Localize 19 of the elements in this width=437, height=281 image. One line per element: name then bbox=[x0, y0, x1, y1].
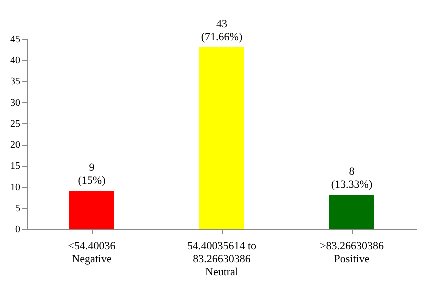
y-tick-label: 25 bbox=[10, 118, 20, 130]
y-tick-label: 40 bbox=[10, 56, 20, 67]
x-tick-label: 54.40035614 to 83.26630386 Neutral bbox=[187, 240, 258, 278]
data-label: 9 (15%) bbox=[78, 162, 106, 187]
y-tick-label: 10 bbox=[10, 182, 20, 194]
bar bbox=[330, 195, 374, 229]
x-tick-label: >83.26630386 Positive bbox=[320, 240, 384, 266]
y-tick-label: 5 bbox=[16, 203, 20, 214]
bar bbox=[70, 191, 114, 229]
data-label: 43 (71.66%) bbox=[201, 18, 243, 44]
data-label: 8 (13.33%) bbox=[331, 166, 373, 192]
x-tick-label: <54.40036 Negative bbox=[68, 240, 116, 266]
y-tick-label: 0 bbox=[16, 224, 20, 236]
y-tick-label: 15 bbox=[10, 161, 20, 172]
y-tick-label: 45 bbox=[10, 34, 20, 46]
y-tick-label: 20 bbox=[10, 140, 20, 152]
bar bbox=[200, 47, 244, 229]
y-tick-label: 35 bbox=[10, 76, 20, 88]
y-tick-label: 30 bbox=[10, 98, 20, 109]
